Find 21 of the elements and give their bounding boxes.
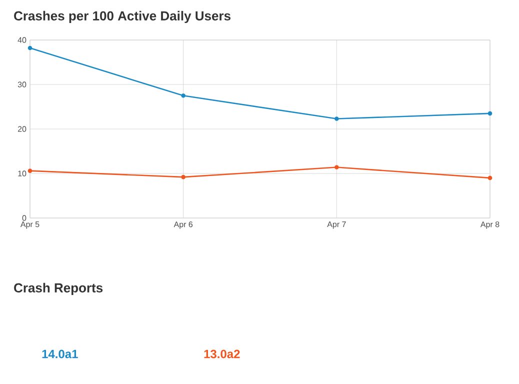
point	[488, 111, 492, 116]
x-tick-label: Apr 8	[480, 222, 500, 229]
x-tick-label: Apr 5	[20, 222, 40, 229]
y-tick-label: 0	[22, 215, 26, 221]
point	[28, 46, 32, 50]
x-tick-label: Apr 7	[327, 222, 346, 229]
text: 13.0a2	[204, 350, 240, 358]
y-tick-label: 30	[18, 82, 26, 88]
y-tick-label: 40	[18, 37, 26, 43]
point	[334, 165, 339, 170]
point	[334, 116, 339, 121]
y-tick-label: 10	[18, 170, 26, 176]
y-tick-label: 20	[18, 126, 26, 132]
point	[181, 174, 186, 180]
x-tick-label: Apr 6	[174, 222, 193, 229]
point	[488, 176, 492, 180]
chart-title: Crashes per 100 Active Daily Users	[14, 10, 230, 24]
text: Crash Reports	[14, 282, 103, 296]
point	[28, 168, 32, 173]
point	[181, 93, 186, 98]
text: 14.0a1	[42, 350, 78, 358]
